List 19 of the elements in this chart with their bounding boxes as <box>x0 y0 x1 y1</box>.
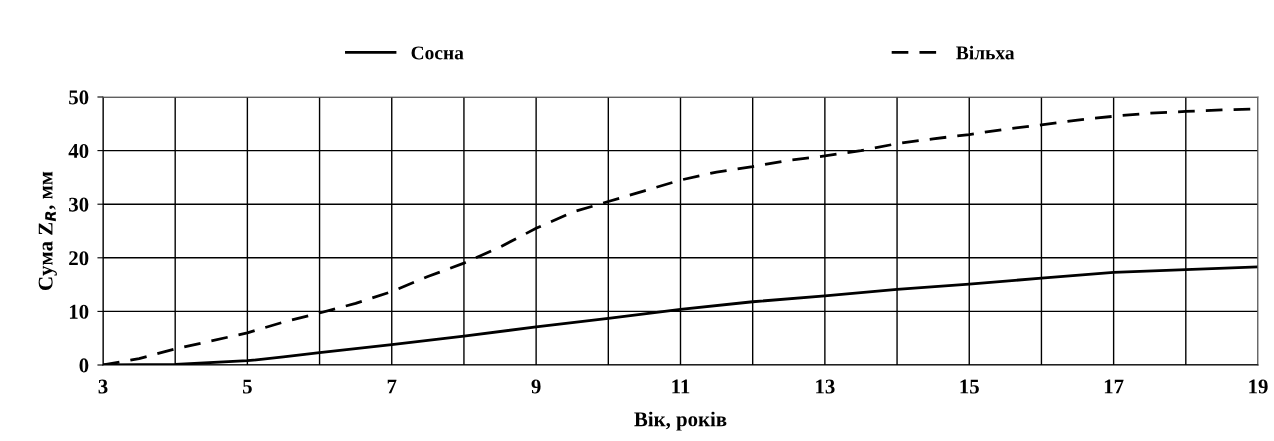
x-tick-label: 15 <box>960 379 979 394</box>
y-tick-label: 20 <box>69 251 89 266</box>
x-tick-label: 17 <box>1104 379 1124 394</box>
y-axis-title: Сума Z$_{R}$, мм <box>38 171 57 290</box>
y-tick-label: 50 <box>69 90 89 105</box>
y-tick-label: 10 <box>69 304 89 319</box>
x-tick-label: 5 <box>243 379 252 394</box>
x-tick-label: 11 <box>672 379 690 394</box>
legend-label: Вільха <box>956 45 1015 60</box>
y-tick-label: 40 <box>68 143 89 159</box>
legend-label: Сосна <box>411 46 464 60</box>
y-tick-label: 0 <box>79 358 89 373</box>
x-tick-label: 7 <box>387 379 397 394</box>
x-tick-label: 13 <box>816 379 835 394</box>
x-tick-label: 3 <box>98 379 108 394</box>
x-tick-label: 19 <box>1249 379 1268 394</box>
x-tick-label: 9 <box>531 379 541 394</box>
x-axis-title: Вік, років <box>634 411 727 431</box>
y-tick-label: 30 <box>69 197 89 212</box>
